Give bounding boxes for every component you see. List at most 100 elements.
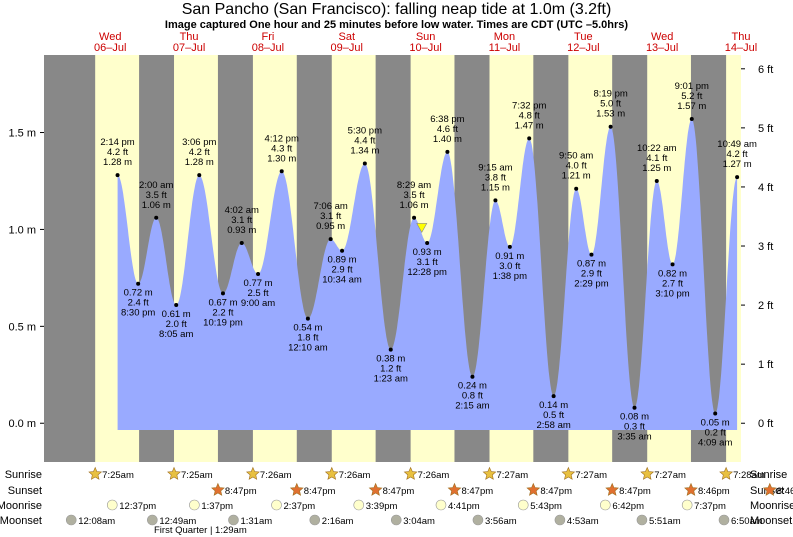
tide-label: 0.24 m [458, 381, 487, 392]
sunrise-time: 7:26am [260, 470, 292, 481]
moonset-label-right: Moonset [750, 515, 792, 527]
tide-extreme-point [574, 186, 579, 191]
tide-label: 3.8 ft [485, 172, 506, 183]
tide-extreme-point [412, 215, 417, 220]
tide-label: 1.21 m [562, 171, 591, 182]
moonrise-time: 3:39pm [366, 501, 398, 512]
tide-label: 4.4 ft [354, 136, 375, 147]
date-label: 10–Jul [409, 42, 441, 54]
tide-extreme-point [279, 169, 284, 174]
tide-label: 4.1 ft [646, 153, 667, 164]
m-tick-label: 0.0 m [8, 418, 36, 430]
tide-label: 3:35 am [617, 432, 651, 443]
tide-label: 1.28 m [103, 157, 132, 168]
moonset-icon [390, 514, 402, 526]
tide-area [117, 119, 738, 430]
tide-label: 0.77 m [244, 278, 273, 289]
tide-label: 8:29 am [397, 180, 431, 191]
tide-label: 4:02 am [225, 205, 259, 216]
sunset-icon [605, 482, 620, 496]
moon-phase-note: First Quarter | 1:29am [154, 525, 247, 536]
tide-label: 8:30 pm [121, 308, 155, 319]
tide-label: 9:15 am [478, 162, 512, 173]
moonset-icon [636, 514, 648, 526]
tide-label: 0.05 m [701, 418, 730, 429]
moonset-icon [309, 514, 321, 526]
tide-label: 12:28 pm [407, 267, 447, 278]
ft-tick-label: 6 ft [758, 64, 773, 76]
moonrise-time: 7:37pm [694, 501, 726, 512]
sunset-icon [211, 482, 225, 496]
moonrise-icon [435, 499, 447, 511]
moonrise-time: 12:37pm [119, 501, 156, 512]
moonrise-time: 4:41pm [448, 501, 480, 512]
moonrise-icon [600, 499, 611, 511]
tide-label: 1.25 m [642, 163, 671, 174]
sunrise-icon [482, 466, 497, 480]
tide-extreme-point [220, 291, 225, 296]
sunrise-time: 7:25am [102, 470, 134, 481]
moonrise-time: 2:37pm [284, 501, 316, 512]
tide-label: 2:29 pm [574, 279, 608, 290]
moonset-time: 12:08am [78, 516, 115, 527]
tide-extreme-point [470, 374, 475, 379]
tide-label: 4.2 ft [107, 147, 128, 158]
tide-label: 2.4 ft [128, 298, 149, 309]
weekday-label: Wed [99, 31, 121, 43]
tide-label: 2.2 ft [212, 307, 233, 318]
ft-tick-label: 5 ft [758, 123, 773, 135]
sunrise-icon [640, 466, 655, 480]
date-label: 14–Jul [725, 42, 757, 54]
sunset-icon [289, 482, 304, 496]
moonrise-icon [681, 499, 693, 511]
tide-extreme-point [136, 281, 141, 286]
tide-label: 10:34 am [322, 275, 362, 286]
moonrise-label-right: Moonrise [750, 500, 793, 512]
weekday-label: Thu [732, 31, 751, 43]
moonset-time: 5:51am [649, 516, 681, 527]
sunrise-label-right: Sunrise [750, 469, 787, 481]
tide-label: 0.8 ft [462, 391, 483, 402]
ft-tick-label: 4 ft [758, 182, 773, 194]
tide-label: 0.38 m [376, 354, 405, 365]
weekday-label: Mon [494, 31, 515, 43]
tide-label: 7:06 am [314, 201, 348, 212]
date-label: 09–Jul [331, 42, 363, 54]
tide-label: 8:19 pm [593, 89, 627, 100]
sunrise-icon [88, 466, 103, 480]
tide-label: 3:10 pm [655, 288, 689, 299]
tide-label: 4:12 pm [265, 133, 299, 144]
tide-label: 4.6 ft [437, 124, 458, 135]
tide-extreme-point [305, 316, 310, 321]
ft-tick-label: 3 ft [758, 241, 773, 253]
tide-label: 3:06 pm [182, 137, 216, 148]
ft-tick-label: 0 ft [758, 418, 773, 430]
tide-labels: 2:14 pm4.2 ft1.28 m0.72 m2.4 ft8:30 pm2:… [100, 81, 757, 449]
sunset-time: 8:46pm [698, 486, 730, 497]
moonset-time: 4:53am [567, 516, 599, 527]
tide-extreme-point [735, 175, 740, 180]
tide-label: 0.72 m [124, 288, 153, 299]
tide-label: 0.3 ft [624, 422, 645, 433]
tide-label: 9:00 am [241, 298, 275, 309]
date-label: 11–Jul [489, 42, 521, 54]
sunset-icon [762, 482, 777, 496]
tide-extreme-point [670, 262, 675, 267]
sunrise-icon [167, 466, 181, 480]
sunset-icon [526, 482, 541, 496]
tide-label: 4.3 ft [271, 143, 292, 154]
sunset-time: 8:47pm [383, 486, 415, 497]
day-labels: Wed06–JulThu07–JulFri08–JulSat09–JulSun1… [94, 31, 757, 54]
moonset-time: 2:16am [322, 516, 354, 527]
sunrise-icon [561, 466, 576, 480]
sunset-time: 8:46pm [777, 486, 793, 497]
tide-label: 3.1 ft [231, 215, 252, 226]
date-label: 12–Jul [567, 42, 599, 54]
moonrise-icon [517, 499, 529, 511]
weekday-label: Thu [180, 31, 199, 43]
chart-title: San Pancho (San Francisco): falling neap… [181, 1, 612, 18]
moonset-icon [65, 514, 77, 526]
tide-label: 1.27 m [723, 159, 752, 170]
sunrise-icon [719, 466, 734, 480]
